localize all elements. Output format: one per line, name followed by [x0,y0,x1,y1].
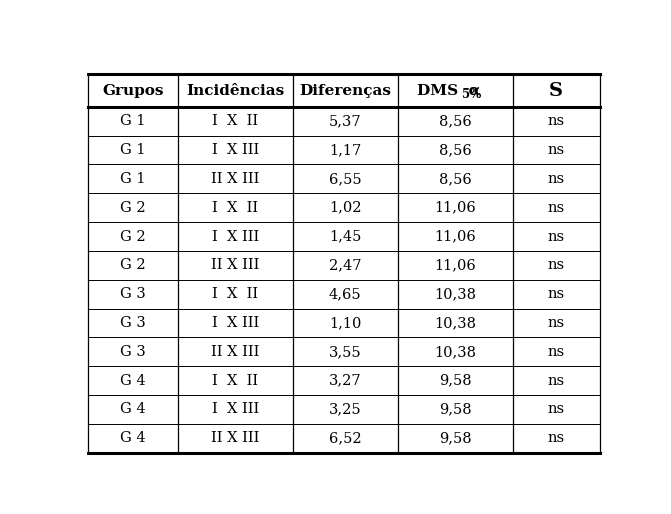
Text: 8,56: 8,56 [439,114,472,128]
Text: G 4: G 4 [120,374,146,388]
Text: 6,52: 6,52 [329,431,362,445]
Text: 10,38: 10,38 [434,287,476,301]
Text: ns: ns [548,345,565,359]
Text: II X III: II X III [211,431,259,445]
Text: I  X  II: I X II [212,200,258,215]
Text: 9,58: 9,58 [439,402,472,416]
Text: G 2: G 2 [120,230,146,244]
Text: DMS  α: DMS α [417,84,480,98]
Text: Incidências: Incidências [186,84,285,98]
Text: II X III: II X III [211,172,259,186]
Text: 11,06: 11,06 [434,230,476,244]
Text: 10,38: 10,38 [434,316,476,330]
Text: ns: ns [548,172,565,186]
Text: 1,17: 1,17 [329,143,361,157]
Text: II X III: II X III [211,345,259,359]
Text: I  X III: I X III [211,143,259,157]
Text: I  X  II: I X II [212,287,258,301]
Text: 11,06: 11,06 [434,200,476,215]
Text: 3,25: 3,25 [329,402,362,416]
Text: ns: ns [548,287,565,301]
Text: 9,58: 9,58 [439,431,472,445]
Text: I  X III: I X III [211,402,259,416]
Text: G 3: G 3 [120,345,146,359]
Text: 3,27: 3,27 [329,374,362,388]
Text: 1,10: 1,10 [329,316,362,330]
Text: II X III: II X III [211,259,259,272]
Text: G 1: G 1 [120,172,146,186]
Text: G 4: G 4 [120,402,146,416]
Text: G 3: G 3 [120,316,146,330]
Text: S: S [550,82,563,100]
Text: ns: ns [548,143,565,157]
Text: I  X  II: I X II [212,374,258,388]
Text: G 1: G 1 [120,114,146,128]
Text: ns: ns [548,259,565,272]
Text: 10,38: 10,38 [434,345,476,359]
Text: ns: ns [548,200,565,215]
Text: 1,02: 1,02 [329,200,362,215]
Text: 8,56: 8,56 [439,143,472,157]
Text: Diferenças: Diferenças [299,84,391,98]
Text: G 2: G 2 [120,200,146,215]
Text: G 4: G 4 [120,431,146,445]
Text: G 3: G 3 [120,287,146,301]
Text: I  X III: I X III [211,316,259,330]
Text: ns: ns [548,402,565,416]
Text: 8,56: 8,56 [439,172,472,186]
Text: ns: ns [548,316,565,330]
Text: 6,55: 6,55 [329,172,362,186]
Text: 2,47: 2,47 [329,259,362,272]
Text: ns: ns [548,230,565,244]
Text: ns: ns [548,374,565,388]
Text: 9,58: 9,58 [439,374,472,388]
Text: 4,65: 4,65 [329,287,362,301]
Text: Grupos: Grupos [102,84,164,98]
Text: 3,55: 3,55 [329,345,362,359]
Text: 5%: 5% [462,88,482,101]
Text: I  X III: I X III [211,230,259,244]
Text: G 1: G 1 [120,143,146,157]
Text: 11,06: 11,06 [434,259,476,272]
Text: ns: ns [548,114,565,128]
Text: G 2: G 2 [120,259,146,272]
Text: I  X  II: I X II [212,114,258,128]
Text: ns: ns [548,431,565,445]
Text: 5,37: 5,37 [329,114,362,128]
Text: 1,45: 1,45 [329,230,362,244]
